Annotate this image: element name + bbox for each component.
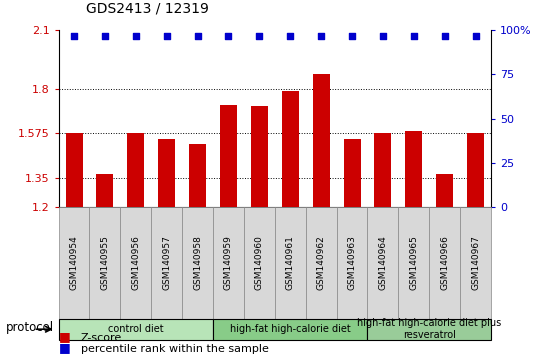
Point: [100, 33, 109, 39]
Bar: [158, 139, 175, 207]
Bar: [251, 106, 268, 207]
Point: [410, 33, 418, 39]
Text: GSM140967: GSM140967: [471, 235, 480, 290]
Point: [317, 33, 326, 39]
Bar: [282, 91, 299, 207]
Point: [162, 33, 171, 39]
Text: control diet: control diet: [108, 324, 163, 334]
Text: GSM140966: GSM140966: [440, 235, 449, 290]
Bar: [374, 133, 391, 207]
Bar: [127, 133, 145, 207]
Point: [224, 33, 233, 39]
Text: ■: ■: [59, 330, 70, 343]
Text: GSM140965: GSM140965: [410, 235, 418, 290]
Text: GSM140955: GSM140955: [100, 235, 109, 290]
Point: [440, 33, 449, 39]
Bar: [344, 139, 360, 207]
Text: GSM140956: GSM140956: [131, 235, 140, 290]
Text: ■: ■: [59, 341, 70, 354]
Point: [131, 33, 140, 39]
Point: [193, 33, 202, 39]
Bar: [405, 131, 422, 207]
Point: [70, 33, 79, 39]
Point: [286, 33, 295, 39]
Text: high-fat high-calorie diet plus
resveratrol: high-fat high-calorie diet plus resverat…: [357, 318, 502, 340]
Text: GSM140960: GSM140960: [255, 235, 264, 290]
Text: GDS2413 / 12319: GDS2413 / 12319: [86, 2, 209, 16]
Text: GSM140957: GSM140957: [162, 235, 171, 290]
Text: GSM140954: GSM140954: [70, 235, 79, 290]
Text: high-fat high-calorie diet: high-fat high-calorie diet: [230, 324, 350, 334]
Point: [471, 33, 480, 39]
Text: GSM140964: GSM140964: [378, 235, 387, 290]
Text: GSM140958: GSM140958: [193, 235, 202, 290]
Text: GSM140959: GSM140959: [224, 235, 233, 290]
Text: GSM140961: GSM140961: [286, 235, 295, 290]
Bar: [97, 174, 113, 207]
Bar: [312, 74, 330, 207]
Bar: [220, 105, 237, 207]
Text: Z-score: Z-score: [81, 333, 122, 343]
Bar: [189, 144, 206, 207]
Bar: [436, 174, 453, 207]
Text: GSM140962: GSM140962: [316, 235, 326, 290]
Point: [378, 33, 387, 39]
Text: percentile rank within the sample: percentile rank within the sample: [81, 344, 269, 354]
Point: [255, 33, 264, 39]
Point: [348, 33, 357, 39]
Bar: [65, 133, 83, 207]
Text: protocol: protocol: [6, 321, 54, 334]
Bar: [467, 133, 484, 207]
Text: GSM140963: GSM140963: [348, 235, 357, 290]
